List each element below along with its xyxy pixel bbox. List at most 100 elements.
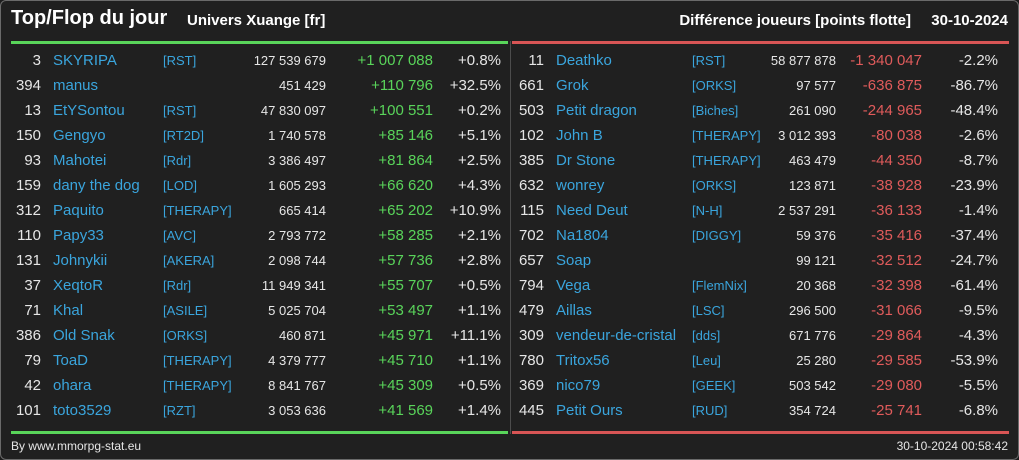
top-row: 394 manus 451 429 +110 796 +32.5%: [1, 73, 506, 98]
source-credit: By www.mmorpg-stat.eu: [11, 439, 142, 453]
alliance-tag-link[interactable]: [THERAPY]: [163, 353, 232, 368]
points-cell: 296 500: [789, 303, 836, 318]
alliance-tag-link[interactable]: [FlemNix]: [692, 278, 747, 293]
flop-row: 309 vendeur-de-cristal [dds] 671 776 -29 864…: [504, 323, 1009, 348]
player-name-link[interactable]: nico79: [556, 377, 601, 394]
alliance-tag-link[interactable]: [LOD]: [163, 178, 197, 193]
points-cell: 463 479: [789, 153, 836, 168]
player-name-link[interactable]: Paquito: [53, 202, 104, 219]
alliance-tag-link[interactable]: [THERAPY]: [163, 378, 232, 393]
difference-cell: +100 551: [370, 102, 433, 119]
alliance-tag-link[interactable]: [dds]: [692, 328, 721, 343]
player-name-link[interactable]: Papy33: [53, 227, 104, 244]
rank-cell: 394: [15, 77, 41, 94]
rank-cell: 150: [15, 127, 41, 144]
player-name-link[interactable]: Na1804: [556, 227, 609, 244]
points-cell: 2 537 291: [778, 203, 836, 218]
alliance-tag-link[interactable]: [N-H]: [692, 203, 723, 218]
points-cell: 2 793 772: [268, 228, 326, 243]
alliance-tag-link[interactable]: [ASILE]: [163, 303, 208, 318]
alliance-tag-link[interactable]: [RST]: [163, 53, 197, 68]
player-name-link[interactable]: Need Deut: [556, 202, 628, 219]
player-name-link[interactable]: Old Snak: [53, 327, 115, 344]
percent-cell: -2.2%: [958, 52, 998, 69]
player-name-link[interactable]: Khal: [53, 302, 84, 319]
alliance-tag-link[interactable]: [AKERA]: [163, 253, 215, 268]
player-name-link[interactable]: Tritox56: [556, 352, 610, 369]
player-name-link[interactable]: Vega: [556, 277, 591, 294]
player-name-link[interactable]: Johnykii: [53, 252, 108, 269]
alliance-tag-link[interactable]: [RUD]: [692, 403, 728, 418]
rank-cell: 102: [518, 127, 544, 144]
player-name-link[interactable]: SKYRIPA: [53, 52, 117, 69]
percent-cell: -24.7%: [950, 252, 998, 269]
player-name-link[interactable]: XeqtoR: [53, 277, 104, 294]
flop-row: 102 John B [THERAPY] 3 012 393 -80 038 -2.6%: [504, 123, 1009, 148]
player-name-link[interactable]: ToaD: [53, 352, 89, 369]
player-name-link[interactable]: manus: [53, 77, 99, 94]
top-row: 93 Mahotei [Rdr] 3 386 497 +81 864 +2.5%: [1, 148, 506, 173]
player-name-link[interactable]: Soap: [556, 252, 592, 269]
percent-cell: -37.4%: [950, 227, 998, 244]
alliance-tag-link[interactable]: [THERAPY]: [163, 203, 232, 218]
percent-cell: +10.9%: [449, 202, 501, 219]
flop-row: 445 Petit Ours [RUD] 354 724 -25 741 -6.8%: [504, 398, 1009, 423]
alliance-tag-link[interactable]: [ORKS]: [692, 78, 737, 93]
alliance-tag-link[interactable]: [RZT]: [163, 403, 196, 418]
points-cell: 1 605 293: [268, 178, 326, 193]
top-divider: [11, 41, 508, 44]
alliance-tag-link[interactable]: [Rdr]: [163, 278, 192, 293]
player-name-link[interactable]: Grok: [556, 77, 589, 94]
points-cell: 503 542: [789, 378, 836, 393]
percent-cell: -1.4%: [958, 202, 998, 219]
percent-cell: +1.1%: [458, 352, 501, 369]
player-name-link[interactable]: vendeur-de-cristal: [556, 327, 677, 344]
percent-cell: +32.5%: [449, 77, 501, 94]
alliance-tag-link[interactable]: [THERAPY]: [692, 153, 761, 168]
alliance-tag-link[interactable]: [Leu]: [692, 353, 721, 368]
percent-cell: +11.1%: [450, 327, 501, 344]
player-name-link[interactable]: toto3529: [53, 402, 112, 419]
alliance-tag-link[interactable]: [AVC]: [163, 228, 196, 243]
rank-cell: 309: [518, 327, 544, 344]
alliance-tag-link[interactable]: [GEEK]: [692, 378, 736, 393]
player-name-link[interactable]: Dr Stone: [556, 152, 616, 169]
player-name-link[interactable]: Deathko: [556, 52, 612, 69]
alliance-tag-link[interactable]: [ORKS]: [692, 178, 737, 193]
player-name-link[interactable]: Petit dragon: [556, 102, 637, 119]
top-bottom-divider: [11, 431, 508, 434]
top-row: 101 toto3529 [RZT] 3 053 636 +41 569 +1.4%: [1, 398, 506, 423]
difference-cell: -80 038: [871, 127, 922, 144]
flop-row: 632 wonrey [ORKS] 123 871 -38 928 -23.9%: [504, 173, 1009, 198]
player-name-link[interactable]: dany the dog: [53, 177, 140, 194]
flop-row: 657 Soap 99 121 -32 512 -24.7%: [504, 248, 1009, 273]
rank-cell: 369: [518, 377, 544, 394]
difference-cell: -31 066: [871, 302, 922, 319]
alliance-tag-link[interactable]: [THERAPY]: [692, 128, 761, 143]
player-name-link[interactable]: EtYSontou: [53, 102, 125, 119]
top-row: 79 ToaD [THERAPY] 4 379 777 +45 710 +1.1%: [1, 348, 506, 373]
alliance-tag-link[interactable]: [ORKS]: [163, 328, 208, 343]
player-name-link[interactable]: Aillas: [556, 302, 592, 319]
alliance-tag-link[interactable]: [RT2D]: [163, 128, 204, 143]
percent-cell: -23.9%: [950, 177, 998, 194]
player-name-link[interactable]: wonrey: [556, 177, 605, 194]
alliance-tag-link[interactable]: [RST]: [163, 103, 197, 118]
top-row: 71 Khal [ASILE] 5 025 704 +53 497 +1.1%: [1, 298, 506, 323]
alliance-tag-link[interactable]: [DIGGY]: [692, 228, 742, 243]
points-cell: 59 376: [796, 228, 836, 243]
player-name-link[interactable]: John B: [556, 127, 603, 144]
top-row: 37 XeqtoR [Rdr] 11 949 341 +55 707 +0.5%: [1, 273, 506, 298]
player-name-link[interactable]: ohara: [53, 377, 92, 394]
alliance-tag-link[interactable]: [LSC]: [692, 303, 725, 318]
player-name-link[interactable]: Gengyo: [53, 127, 106, 144]
alliance-tag-link[interactable]: [Rdr]: [163, 153, 192, 168]
alliance-tag-link[interactable]: [Biches]: [692, 103, 739, 118]
player-name-link[interactable]: Petit Ours: [556, 402, 623, 419]
player-name-link[interactable]: Mahotei: [53, 152, 107, 169]
percent-cell: -48.4%: [950, 102, 998, 119]
points-cell: 3 012 393: [778, 128, 836, 143]
points-cell: 3 053 636: [268, 403, 326, 418]
alliance-tag-link[interactable]: [RST]: [692, 53, 726, 68]
percent-cell: -53.9%: [950, 352, 998, 369]
